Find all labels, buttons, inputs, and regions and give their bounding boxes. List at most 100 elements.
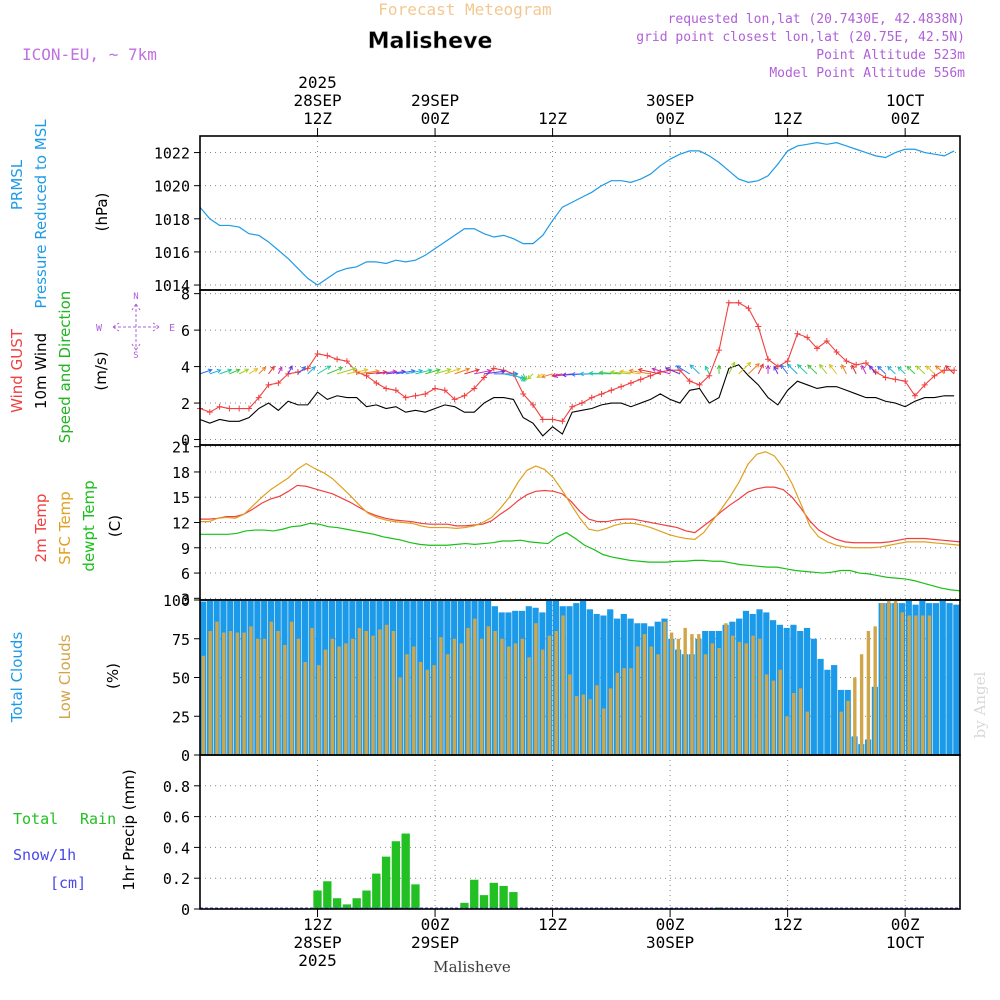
- wind-direction-arrow: [906, 365, 916, 375]
- meteogram-panels: 1014101610181020102202468369121518210255…: [154, 135, 961, 919]
- wind-direction-arrow: [773, 365, 779, 375]
- wind-direction-arrow: [689, 364, 700, 375]
- wind-arrow-shaft: [415, 369, 432, 375]
- wind-direction-arrow: [219, 368, 233, 375]
- wind-gust-point: [637, 376, 644, 383]
- wind-gust-point: [833, 349, 840, 355]
- low-cloud-bar: [283, 644, 287, 755]
- wind-direction-arrow: [483, 369, 506, 375]
- wind-gust-point: [373, 380, 380, 386]
- wind-arrow-shaft: [619, 370, 641, 375]
- low-cloud-bar: [615, 672, 620, 755]
- wind-gust-point: [216, 403, 223, 410]
- wind-gust-point: [432, 385, 439, 392]
- low-cloud-bar: [350, 638, 355, 755]
- top-tick-label: 30SEP: [646, 91, 694, 110]
- wind-arrow-head: [796, 363, 802, 369]
- wind-gust-point: [265, 381, 272, 388]
- total-cloud-bar: [803, 627, 811, 755]
- wind-direction-arrow: [716, 364, 722, 374]
- compass-west: W: [96, 323, 103, 334]
- compass-north: N: [133, 292, 138, 302]
- wind-gust-point: [529, 401, 536, 408]
- wind-arrow-head: [807, 364, 812, 370]
- low-cloud-bar: [500, 638, 504, 755]
- wind-arrow-head: [664, 367, 670, 372]
- wind-arrow-shaft: [829, 364, 837, 375]
- wind-arrow-shaft: [297, 366, 306, 375]
- rain-bar: [323, 881, 332, 909]
- rain-bar: [332, 898, 342, 909]
- requested-coordinates: requested lon,lat (20.7430E, 42.4838N): [668, 12, 965, 27]
- wind-direction-arrow: [851, 364, 857, 375]
- low-cloud-bar: [337, 646, 341, 755]
- wind-arrow-head: [522, 375, 527, 381]
- wind-direction-arrow: [415, 368, 433, 375]
- low-cloud-bar: [527, 657, 531, 755]
- wind-arrow-head: [935, 365, 940, 370]
- low-cloud-bar: [663, 621, 667, 755]
- low-cloud-bar: [378, 629, 382, 755]
- meteogram-subtitle: Forecast Meteogram: [378, 0, 551, 19]
- clouds-ytick-label: 25: [172, 708, 190, 726]
- rain-bar: [411, 884, 420, 909]
- wind-arrow-head: [588, 370, 594, 376]
- bottom-tick-label: 00Z: [891, 915, 920, 934]
- total-cloud-bar: [593, 613, 600, 755]
- low-cloud-bar: [554, 631, 558, 755]
- low-cloud-bar: [540, 649, 545, 755]
- wind-gust-point: [490, 365, 497, 372]
- wind-arrow-shaft: [464, 369, 480, 375]
- wind-gust-point: [598, 390, 605, 397]
- precip-ytick-label: 0.8: [163, 778, 190, 796]
- low-cloud-bar: [703, 654, 708, 755]
- wind-arrow-head: [841, 363, 846, 369]
- wind-gust-point: [618, 383, 625, 390]
- wind-gust-point: [520, 390, 527, 397]
- low-cloud-bar: [296, 638, 301, 755]
- wind-arrow-head: [877, 365, 882, 371]
- low-cloud-bar: [357, 627, 362, 755]
- total-cloud-bar: [831, 665, 838, 755]
- pressure-label: Pressure Reduced to MSL: [32, 119, 50, 309]
- low-cloud-bar: [445, 654, 450, 755]
- wind-arrow-head: [278, 366, 283, 372]
- low-cloud-bar: [228, 631, 233, 755]
- wind-arrow-head: [382, 369, 388, 375]
- wind-arrow-shaft: [336, 367, 356, 375]
- tsfc-line: [200, 451, 961, 549]
- pressure-ytick-label: 1022: [154, 145, 190, 163]
- top-time-tick: 12Z: [538, 109, 567, 136]
- low-cloud-bar: [412, 646, 416, 755]
- wind-arrow-shaft: [395, 370, 415, 375]
- wind-arrow-shaft: [238, 368, 249, 375]
- low-cloud-bar: [764, 674, 769, 755]
- low-cloud-bar: [310, 627, 314, 755]
- wind-arrow-head: [945, 365, 950, 370]
- snow-label: Snow/1h: [13, 846, 76, 864]
- low-cloud-bar: [907, 615, 911, 755]
- low-cloud-bar: [242, 632, 246, 755]
- total-cloud-bar: [790, 624, 797, 755]
- wind-gust-point: [569, 403, 576, 410]
- low-cloud-bar: [730, 635, 735, 755]
- wind-gust-point: [853, 361, 860, 368]
- wind-direction-arrow: [651, 367, 671, 375]
- wind-arrow-head: [486, 368, 492, 374]
- low-cloud-bar: [289, 621, 294, 755]
- wind-direction-arrow: [536, 373, 544, 378]
- wind-arrow-head: [455, 367, 461, 372]
- wind-arrow-head: [270, 365, 275, 371]
- wind-direction-arrow: [297, 366, 307, 375]
- point-altitude: Point Altitude 523m: [816, 48, 965, 63]
- temperature-labels: 2m Temp SFC Temp dewpt Temp (C): [32, 480, 124, 571]
- low-cloud-bar: [432, 665, 436, 755]
- rain-bar: [460, 902, 469, 909]
- bottom-tick-label: 12Z: [538, 915, 567, 934]
- low-cloud-bar: [269, 621, 273, 755]
